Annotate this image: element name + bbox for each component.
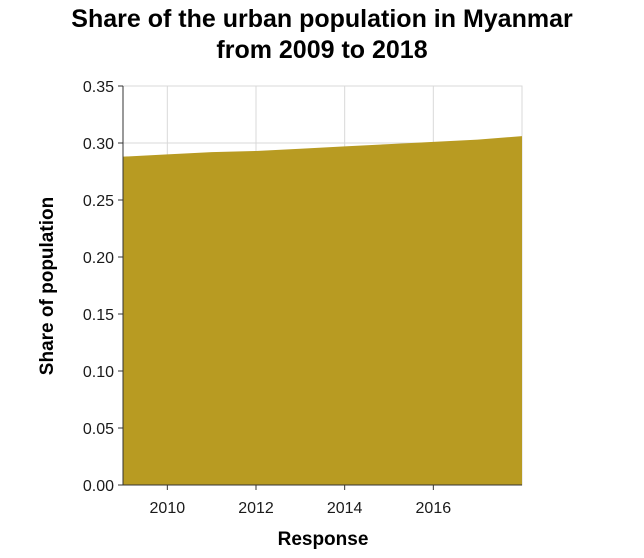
x-tick-label: 2014 bbox=[327, 500, 363, 517]
chart-title: Share of the urban population in Myanmar… bbox=[0, 4, 644, 66]
x-tick-label: 2012 bbox=[238, 500, 274, 517]
y-tick-label: 0.15 bbox=[83, 307, 114, 324]
y-tick-label: 0.05 bbox=[83, 421, 114, 438]
y-axis-ticks: 0.00 0.05 0.10 0.15 0.20 0.25 0.30 0.35 bbox=[83, 79, 123, 495]
y-tick-label: 0.10 bbox=[83, 364, 114, 381]
x-axis-label: Response bbox=[278, 529, 369, 550]
axes bbox=[122, 86, 522, 486]
area-series bbox=[123, 136, 522, 485]
y-tick-label: 0.00 bbox=[83, 478, 114, 495]
x-axis-ticks: 2010 2012 2014 2016 bbox=[150, 485, 452, 517]
chart-title-line-1: Share of the urban population in Myanmar bbox=[71, 5, 573, 33]
y-tick-label: 0.35 bbox=[83, 79, 114, 96]
x-tick-label: 2016 bbox=[416, 500, 452, 517]
y-tick-label: 0.25 bbox=[83, 193, 114, 210]
chart-title-line-2: from 2009 to 2018 bbox=[216, 36, 428, 64]
x-tick-label: 2010 bbox=[150, 500, 186, 517]
y-tick-label: 0.20 bbox=[83, 250, 114, 267]
y-tick-label: 0.30 bbox=[83, 136, 114, 153]
y-axis-label: Share of population bbox=[37, 197, 58, 375]
area-fill-series-0 bbox=[123, 136, 522, 485]
